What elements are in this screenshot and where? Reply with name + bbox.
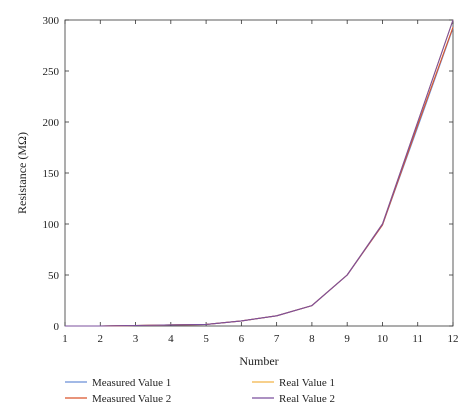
x-tick-label: 10 xyxy=(377,333,389,345)
y-tick-label: 0 xyxy=(54,321,60,333)
plot-frame xyxy=(64,19,454,327)
series-line-measured-value-2 xyxy=(65,26,454,327)
y-tick-label: 200 xyxy=(43,117,60,129)
series-line-real-value-2 xyxy=(65,19,454,327)
x-tick-label: 9 xyxy=(344,333,350,345)
legend-label: Measured Value 1 xyxy=(92,377,171,389)
y-tick-label: 150 xyxy=(43,168,60,180)
y-axis-title: Resistance (MΩ) xyxy=(15,132,29,214)
x-tick-label: 1 xyxy=(62,333,68,345)
y-tick-label: 300 xyxy=(43,15,60,27)
legend-label: Real Value 1 xyxy=(279,377,335,389)
x-tick-label: 3 xyxy=(133,333,139,345)
legend: Measured Value 1 Real Value 1 Measured Val… xyxy=(65,377,335,405)
x-tick-label: 2 xyxy=(98,333,104,345)
legend-item: Real Value 1 xyxy=(252,377,335,389)
y-tick-label: 250 xyxy=(43,66,60,78)
legend-item: Measured Value 1 xyxy=(65,377,171,389)
legend-label: Real Value 2 xyxy=(279,393,335,405)
legend-item: Real Value 2 xyxy=(252,393,335,405)
x-tick-label: 8 xyxy=(309,333,315,345)
x-axis-title: Number xyxy=(239,354,278,368)
series-line-real-value-1 xyxy=(65,19,454,327)
y-tick-label: 50 xyxy=(48,270,60,282)
series-line-measured-value-1 xyxy=(65,27,454,327)
x-tick-label: 12 xyxy=(448,333,459,345)
legend-item: Measured Value 2 xyxy=(65,393,171,405)
legend-label: Measured Value 2 xyxy=(92,393,171,405)
x-tick-label: 5 xyxy=(203,333,209,345)
y-tick-label: 100 xyxy=(43,219,60,231)
x-tick-label: 6 xyxy=(239,333,245,345)
x-tick-label: 11 xyxy=(412,333,423,345)
x-tick-label: 7 xyxy=(274,333,280,345)
x-tick-label: 4 xyxy=(168,333,174,345)
series-lines xyxy=(65,19,454,327)
